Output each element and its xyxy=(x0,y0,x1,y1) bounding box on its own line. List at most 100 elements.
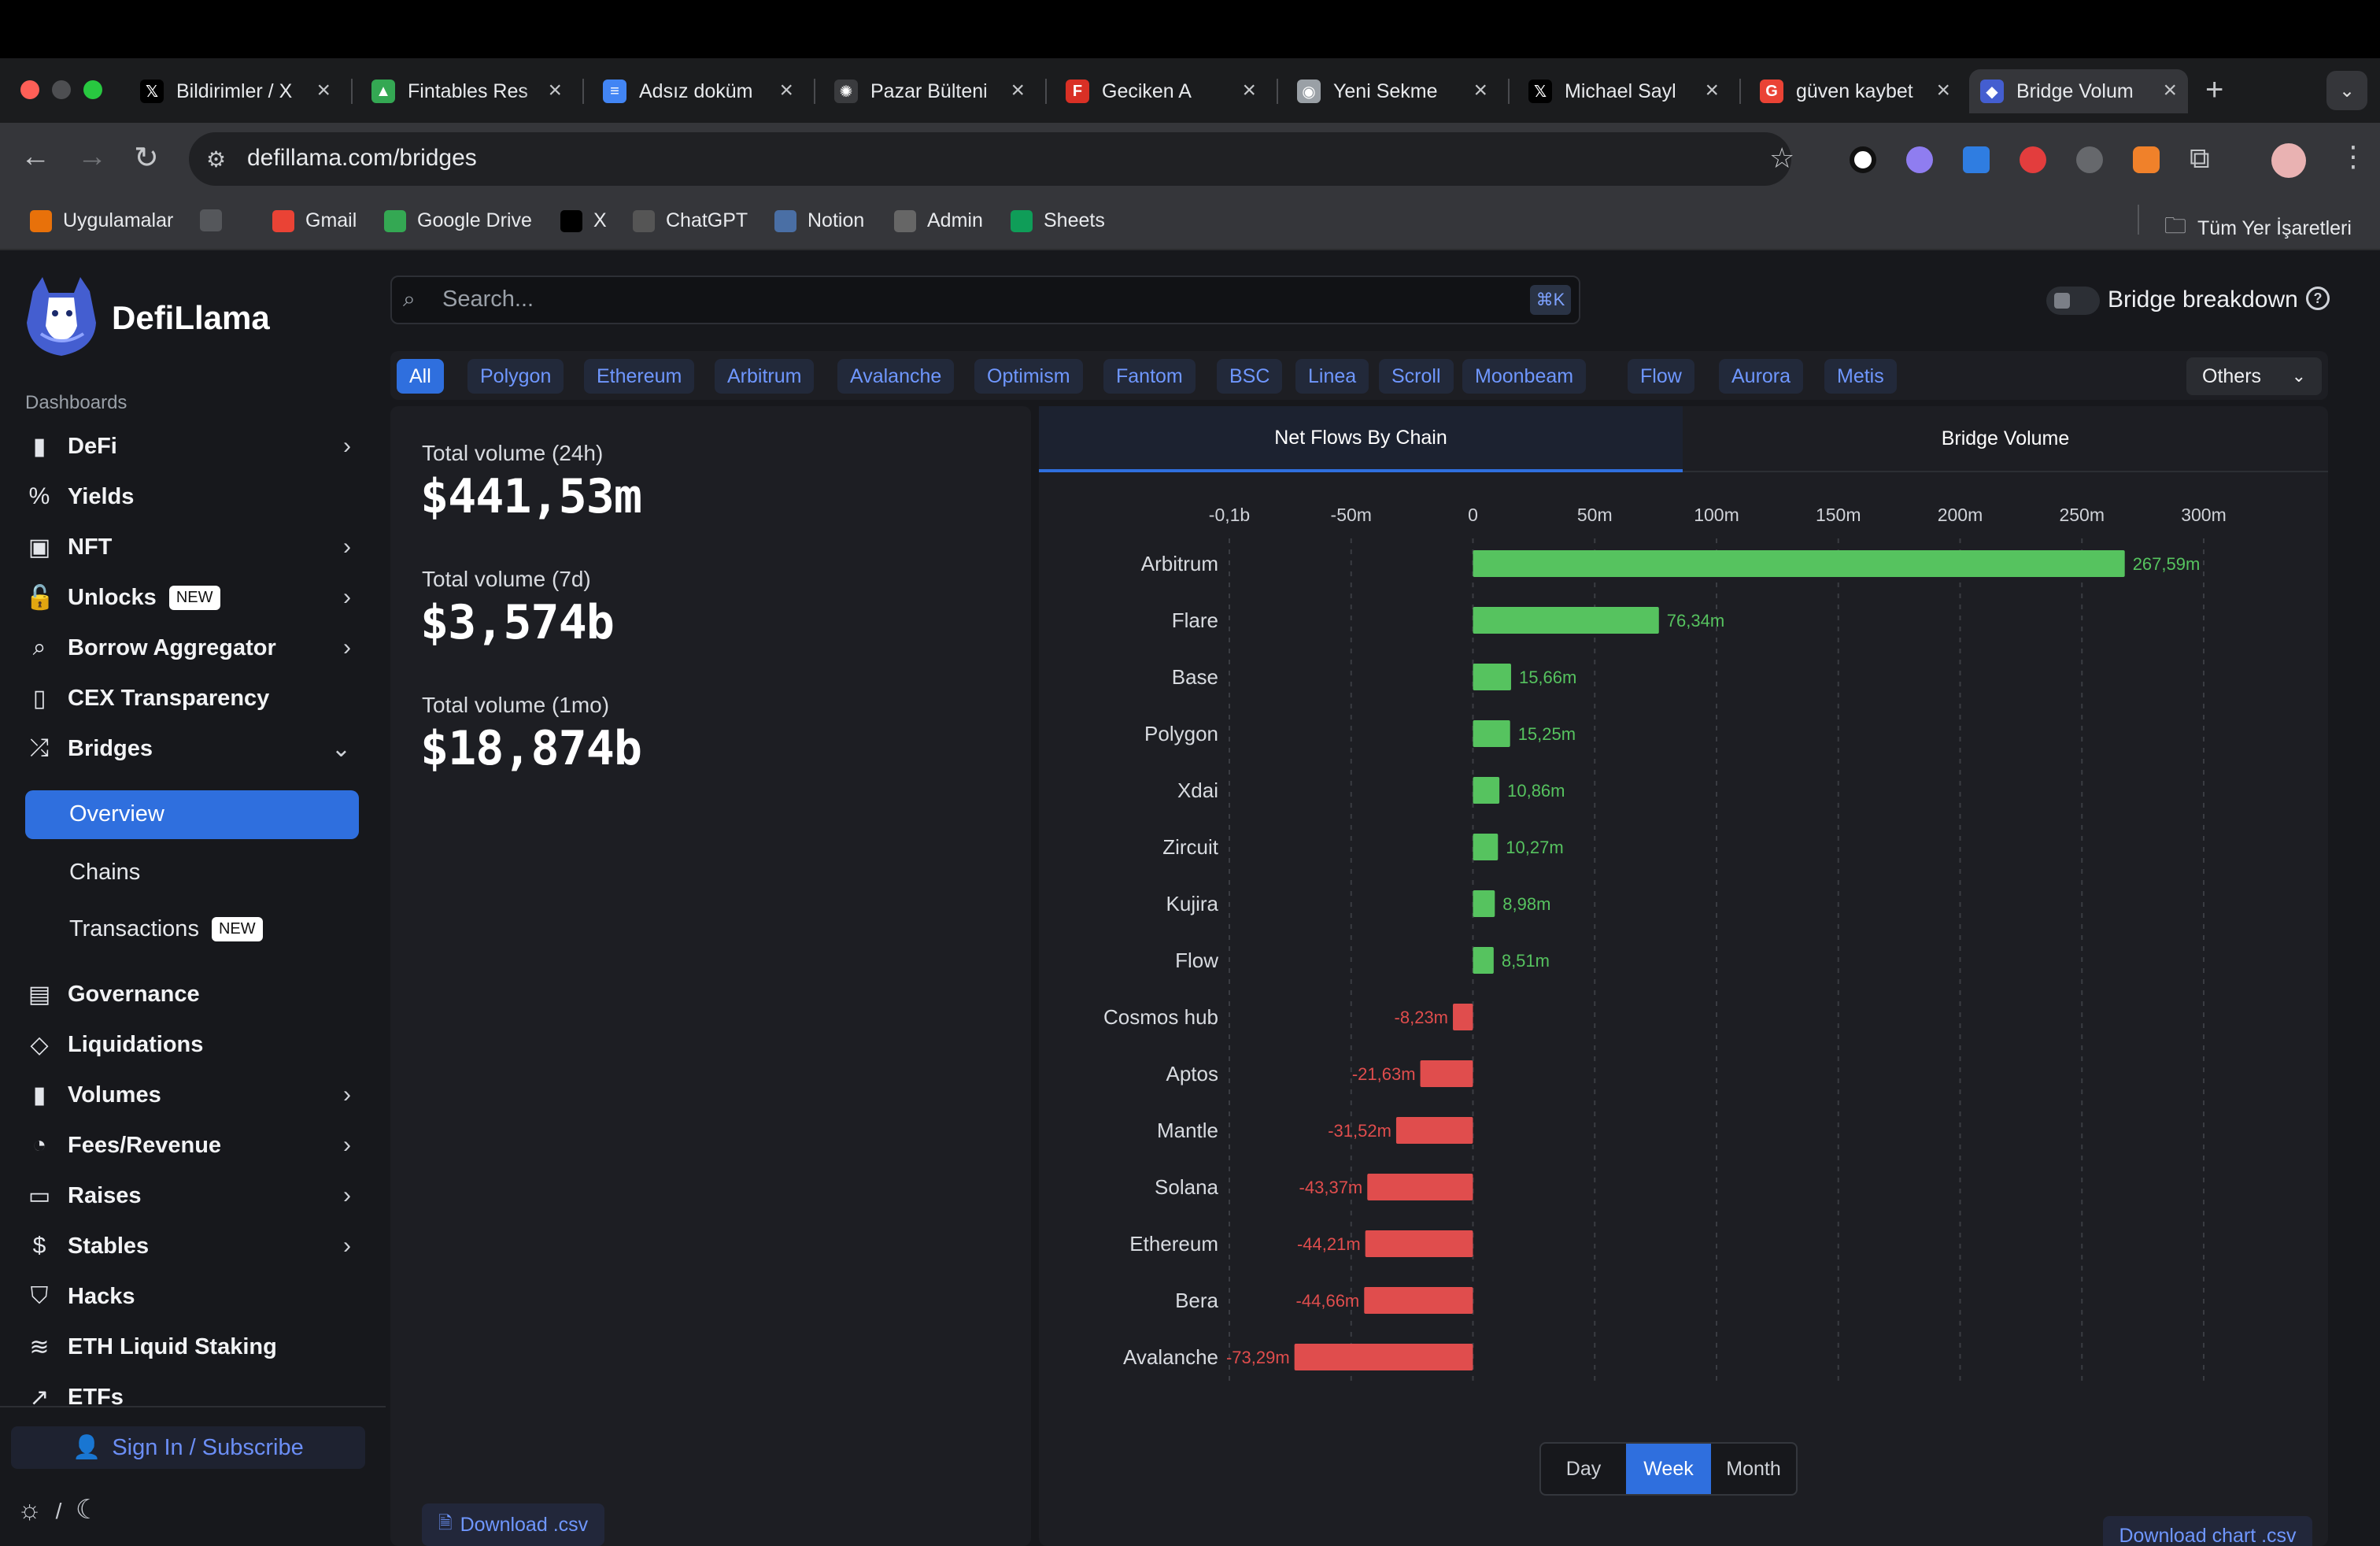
others-dropdown[interactable]: Others ⌄ xyxy=(2186,357,2322,395)
sun-icon[interactable]: ☼ xyxy=(17,1495,42,1525)
extension-4-icon[interactable] xyxy=(2020,146,2046,173)
sidebar-item-unlocks[interactable]: 🔓 Unlocks NEW › xyxy=(25,575,359,620)
chain-chip-avalanche[interactable]: Avalanche xyxy=(837,359,955,394)
tab-search-chevron-icon[interactable]: ⌄ xyxy=(2326,71,2367,110)
close-tab-icon[interactable]: × xyxy=(316,77,331,103)
browser-tab[interactable]: ◉ Yeni Sekme × xyxy=(1286,69,1499,113)
browser-menu-icon[interactable]: ⋮ xyxy=(2339,140,2367,172)
bookmark-item[interactable]: Uygulamalar xyxy=(30,209,173,232)
range-day-button[interactable]: Day xyxy=(1565,1457,1602,1480)
extensions-puzzle-icon[interactable]: ⧉ xyxy=(2190,142,2210,174)
bookmark-item[interactable]: Google Drive xyxy=(384,209,532,232)
chain-chip-fantom[interactable]: Fantom xyxy=(1103,359,1196,394)
chain-chip-moonbeam[interactable]: Moonbeam xyxy=(1462,359,1587,394)
sidebar-item-transactions[interactable]: Transactions NEW xyxy=(69,916,263,942)
sidebar-item-hacks[interactable]: ⛉ Hacks xyxy=(25,1274,359,1319)
defillama-logo[interactable] xyxy=(25,276,98,357)
browser-tab[interactable]: ✺ Pazar Bülteni × xyxy=(823,69,1036,113)
close-tab-icon[interactable]: × xyxy=(1011,77,1025,103)
tab-bridge-volume[interactable]: Bridge Volume xyxy=(1683,406,2328,472)
bookmark-item[interactable]: ChatGPT xyxy=(633,209,748,232)
sidebar-item-liquidations[interactable]: ◇ Liquidations xyxy=(25,1023,359,1067)
chain-chip-ethereum[interactable]: Ethereum xyxy=(584,359,695,394)
chain-chip-bsc[interactable]: BSC xyxy=(1217,359,1283,394)
search-placeholder[interactable]: Search... xyxy=(442,287,534,312)
sidebar-item-chains[interactable]: Chains xyxy=(69,860,140,886)
download-csv-button[interactable]: 🗎 Download .csv xyxy=(422,1503,604,1546)
chain-chip-flow[interactable]: Flow xyxy=(1628,359,1694,394)
chain-chip-polygon[interactable]: Polygon xyxy=(468,359,564,394)
close-tab-icon[interactable]: × xyxy=(1473,77,1488,103)
url-text[interactable]: defillama.com/bridges xyxy=(247,145,477,171)
extension-5-icon[interactable] xyxy=(2076,146,2103,173)
browser-tab[interactable]: 𝕏 Bildirimler / X × xyxy=(129,69,342,113)
bookmark-item[interactable]: Notion xyxy=(774,209,864,232)
browser-tab[interactable]: 𝕏 Michael Sayl × xyxy=(1517,69,1730,113)
close-tab-icon[interactable]: × xyxy=(779,77,793,103)
tab-net-flows[interactable]: Net Flows By Chain xyxy=(1039,406,1683,472)
minimize-window-icon[interactable] xyxy=(52,80,71,99)
close-tab-icon[interactable]: × xyxy=(548,77,562,103)
extension-1-icon[interactable] xyxy=(1850,146,1876,173)
sidebar-item-volumes[interactable]: ▮ Volumes › xyxy=(25,1073,359,1117)
sidebar-item-cex-transparency[interactable]: ▯ CEX Transparency xyxy=(25,676,359,720)
sidebar-item-overview[interactable]: Overview xyxy=(25,790,359,839)
chain-chip-aurora[interactable]: Aurora xyxy=(1719,359,1804,394)
close-tab-icon[interactable]: × xyxy=(1705,77,1719,103)
close-window-icon[interactable] xyxy=(20,80,39,99)
sidebar-item-governance[interactable]: ▤ Governance xyxy=(25,972,359,1016)
bridge-breakdown-toggle[interactable] xyxy=(2046,287,2100,315)
help-icon[interactable]: ? xyxy=(2306,287,2330,310)
browser-tab[interactable]: ≡ Adsız doküm × xyxy=(592,69,804,113)
sidebar-item-eth-liquid-staking[interactable]: ≋ ETH Liquid Staking xyxy=(25,1325,359,1369)
all-bookmarks[interactable]: 🗀 Tüm Yer İşaretleri xyxy=(2164,209,2352,247)
sidebar-item-defi[interactable]: ▮ DeFi › xyxy=(25,424,359,468)
theme-toggle[interactable]: ☼ / ☾ xyxy=(17,1494,99,1526)
chain-chip-arbitrum[interactable]: Arbitrum xyxy=(715,359,815,394)
brand-name[interactable]: DefiLlama xyxy=(112,299,270,336)
chain-chip-scroll[interactable]: Scroll xyxy=(1379,359,1454,394)
close-tab-icon[interactable]: × xyxy=(1936,77,1950,103)
sidebar-item-raises[interactable]: ▭ Raises › xyxy=(25,1174,359,1218)
sidebar-item-borrow-aggregator[interactable]: ⌕ Borrow Aggregator › xyxy=(25,626,359,670)
sidebar-item-stables[interactable]: $ Stables › xyxy=(25,1224,359,1268)
forward-arrow-icon[interactable]: → xyxy=(77,140,107,173)
profile-avatar[interactable] xyxy=(2271,143,2306,178)
range-month-button[interactable]: Month xyxy=(1726,1457,1781,1480)
chain-chip-metis[interactable]: Metis xyxy=(1824,359,1897,394)
sidebar-item-etfs[interactable]: ↗ ETFs xyxy=(25,1375,359,1419)
bookmark-item[interactable]: X xyxy=(560,209,607,232)
browser-tab[interactable]: ◆ Bridge Volum × xyxy=(1969,69,2188,113)
bookmark-star-icon[interactable]: ☆ xyxy=(1769,142,1795,174)
bookmark-item[interactable]: Admin xyxy=(894,209,983,232)
back-arrow-icon[interactable]: ← xyxy=(20,140,50,173)
search-box[interactable] xyxy=(390,276,1580,324)
new-tab-icon[interactable]: + xyxy=(2205,72,2224,107)
chain-chip-all[interactable]: All xyxy=(397,359,444,394)
metamask-icon[interactable] xyxy=(2133,146,2160,173)
sidebar-item-bridges[interactable]: ⤮ Bridges ⌄ xyxy=(25,727,359,771)
bookmark-item[interactable]: Gmail xyxy=(272,209,357,232)
sidebar-item-yields[interactable]: % Yields xyxy=(25,475,359,519)
sidebar-item-fees-revenue[interactable]: ◔ Fees/Revenue › xyxy=(25,1123,359,1167)
extension-3-icon[interactable] xyxy=(1963,146,1990,173)
reload-icon[interactable]: ↻ xyxy=(134,142,159,175)
close-tab-icon[interactable]: × xyxy=(1242,77,1256,103)
chain-chip-linea[interactable]: Linea xyxy=(1295,359,1369,394)
address-bar[interactable] xyxy=(189,132,1791,186)
bookmark-item[interactable] xyxy=(200,209,233,231)
moon-icon[interactable]: ☾ xyxy=(75,1495,100,1525)
sidebar-item-nft[interactable]: ▣ NFT › xyxy=(25,525,359,569)
browser-tab[interactable]: F Geciken A × xyxy=(1055,69,1267,113)
browser-tab[interactable]: ▲ Fintables Res × xyxy=(360,69,573,113)
bookmark-item[interactable]: Sheets xyxy=(1011,209,1105,232)
sign-in-button[interactable]: 👤 Sign In / Subscribe xyxy=(11,1426,365,1469)
chain-chip-optimism[interactable]: Optimism xyxy=(974,359,1083,394)
site-settings-icon[interactable]: ⚙ xyxy=(206,147,227,172)
range-week-button[interactable]: Week xyxy=(1626,1444,1711,1494)
download-chart-csv-button[interactable]: Download chart .csv xyxy=(2103,1516,2312,1546)
close-tab-icon[interactable]: × xyxy=(2163,77,2177,103)
maximize-window-icon[interactable] xyxy=(83,80,102,99)
extension-2-icon[interactable] xyxy=(1906,146,1933,173)
